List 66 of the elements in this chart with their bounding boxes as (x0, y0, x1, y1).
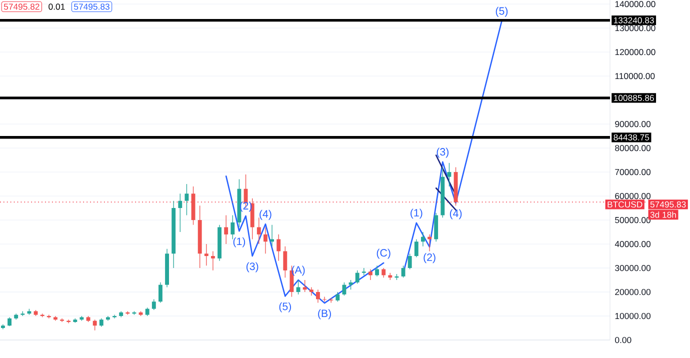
candlestick (283, 246, 288, 278)
candlestick (184, 184, 189, 216)
candlestick (368, 268, 372, 280)
candlestick (276, 234, 281, 262)
candlestick (375, 265, 379, 277)
annotation: 57495.83 (74, 4, 110, 10)
annotation: (4) (450, 209, 462, 220)
y-tick-label: 70000.00 (615, 168, 651, 176)
candlestick (348, 280, 353, 290)
annotation: (3) (436, 148, 449, 158)
ref-line-label: 84438.75 (614, 134, 650, 140)
y-tick-label: 20000.00 (615, 288, 651, 296)
y-tick-label: 140000.00 (615, 1, 656, 8)
candlestick (434, 212, 438, 242)
candlestick (263, 226, 268, 254)
annotation: (4) (260, 210, 272, 220)
candlestick (224, 214, 228, 244)
candlestick (421, 232, 425, 247)
candlestick (158, 282, 162, 304)
y-tick-label: 0.00 (615, 336, 632, 344)
annotation: (1) (410, 208, 422, 219)
y-tick-label: 90000.00 (615, 120, 651, 128)
candlestick (302, 280, 307, 292)
candlestick (401, 265, 406, 278)
annotation: (3) (246, 262, 258, 272)
y-tick-label: 130000.00 (615, 25, 656, 32)
candlestick (210, 250, 215, 271)
candlestick (152, 298, 156, 310)
candlestick (322, 296, 326, 302)
candlestick (178, 193, 182, 232)
candlestick (256, 217, 261, 244)
ref-line-label: 57495.83 (650, 201, 686, 208)
candlestick (408, 253, 412, 270)
annotation: (5) (279, 302, 291, 312)
candlestick (382, 268, 386, 278)
y-tick-label: 50000.00 (615, 216, 651, 224)
y-tick-label: 110000.00 (615, 73, 655, 80)
candlestick (316, 289, 320, 304)
annotation: BTCUSD (608, 201, 642, 208)
annotation: (5) (496, 6, 508, 17)
annotation: (C) (376, 248, 390, 259)
annotation: (B) (318, 309, 331, 320)
candlestick (270, 224, 274, 247)
y-tick-label: 10000.00 (615, 312, 651, 320)
annotation: 57495.82 (4, 4, 40, 10)
candlestick (92, 319, 97, 331)
text: 3d 18h (650, 212, 676, 218)
candlestick (414, 238, 418, 258)
y-tick-label: 120000.00 (615, 49, 656, 56)
candlestick (342, 282, 346, 296)
candlestick (204, 244, 208, 266)
ref-line-label: 133240.83 (614, 17, 654, 24)
candlestick (296, 280, 300, 295)
candlestick (250, 198, 254, 240)
y-tick-label: 30000.00 (615, 264, 651, 272)
y-tick-label: 60000.00 (615, 192, 651, 200)
annotation: (1) (233, 237, 246, 248)
candlestick (355, 270, 360, 284)
candlestick (336, 292, 340, 302)
candlestick (230, 214, 235, 240)
annotation: (2) (424, 253, 436, 264)
y-tick-label: 80000.00 (615, 144, 651, 152)
annotation: 0.01 (48, 4, 65, 10)
candlestick (447, 162, 452, 187)
ref-line-label: 100885.86 (614, 94, 654, 101)
y-tick-label: 40000.00 (614, 240, 651, 248)
